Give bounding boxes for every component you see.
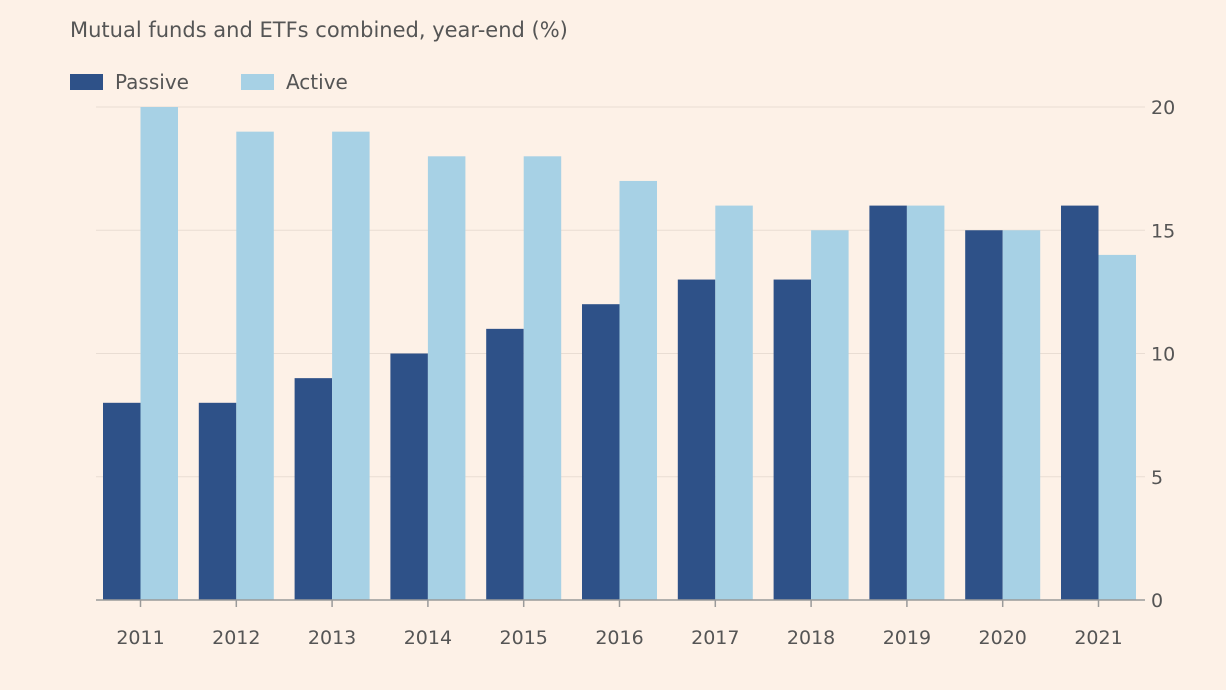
bar-active-2015 (523, 156, 562, 601)
bar-passive-2016 (582, 304, 620, 600)
bar-passive-2011 (103, 402, 141, 600)
bar-passive-2015 (486, 328, 524, 600)
bar-passive-2019 (869, 205, 907, 600)
legend-label-passive: Passive (115, 70, 189, 94)
bar-active-2017 (715, 205, 753, 600)
bar-passive-2021 (1061, 205, 1099, 600)
bar-passive-2020 (965, 230, 1003, 600)
bar-passive-2014 (390, 353, 428, 600)
bar-active-2013 (332, 131, 370, 600)
x-tick-label-2011: 2011 (116, 627, 164, 649)
y-tick-label-5: 5 (1151, 467, 1163, 489)
bar-active-2014 (427, 156, 466, 601)
x-tick-label-2012: 2012 (212, 627, 260, 649)
x-tick-label-2014: 2014 (404, 627, 452, 649)
bar-passive-2018 (773, 279, 812, 600)
y-tick-label-15: 15 (1151, 220, 1175, 242)
y-tick-label-20: 20 (1151, 97, 1175, 119)
chart-subtitle: Mutual funds and ETFs combined, year-end… (70, 18, 568, 42)
x-tick-label-2017: 2017 (691, 627, 739, 649)
x-tick-label-2015: 2015 (500, 627, 548, 649)
x-tick-label-2018: 2018 (787, 627, 835, 649)
legend-item-passive: Passive (70, 70, 189, 94)
x-tick-label-2013: 2013 (308, 627, 356, 649)
bar-passive-2017 (677, 279, 716, 600)
bar-active-2016 (619, 180, 657, 600)
x-tick-label-2016: 2016 (595, 627, 643, 649)
bar-active-2012 (236, 131, 274, 600)
bar-active-2021 (1098, 254, 1136, 600)
legend-swatch-active (240, 74, 274, 90)
bar-active-2020 (1002, 230, 1041, 600)
y-tick-label-10: 10 (1151, 344, 1175, 366)
x-tick-label-2020: 2020 (979, 627, 1027, 649)
legend-item-active: Active (240, 70, 348, 94)
bar-active-2018 (811, 230, 849, 600)
chart-legend: Passive Active (70, 69, 400, 95)
x-tick-label-2021: 2021 (1074, 627, 1122, 649)
source-note-cut-off (60, 682, 720, 690)
legend-swatch-passive (70, 74, 103, 90)
x-tick-label-2019: 2019 (883, 627, 931, 649)
bar-active-2019 (906, 205, 945, 600)
y-tick-label-0: 0 (1151, 590, 1163, 612)
bar-passive-2013 (294, 378, 333, 600)
bar-active-2011 (140, 107, 178, 600)
bar-passive-2012 (198, 402, 237, 600)
legend-label-active: Active (285, 70, 348, 94)
